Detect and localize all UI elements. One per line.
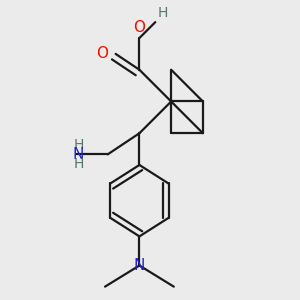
Text: H: H [74,157,84,171]
Text: N: N [73,147,84,162]
Text: N: N [134,258,145,273]
Text: O: O [96,46,108,62]
Text: O: O [134,20,146,35]
Text: H: H [158,5,168,20]
Text: H: H [74,138,84,152]
